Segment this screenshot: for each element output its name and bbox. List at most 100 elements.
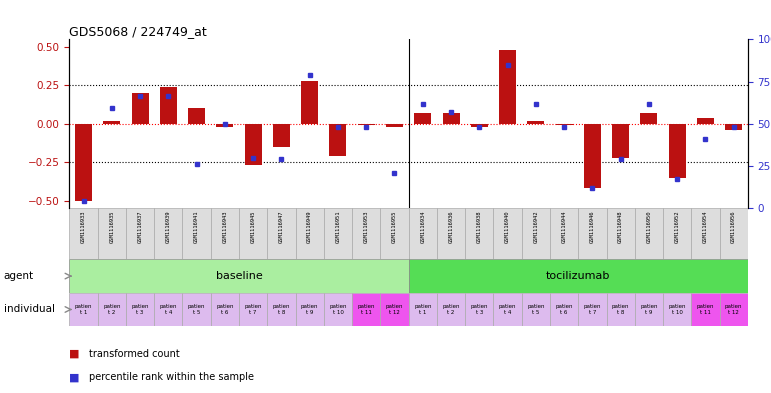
Text: GSM1116954: GSM1116954 — [703, 211, 708, 243]
Text: patien
t 2: patien t 2 — [443, 304, 460, 315]
Bar — [69, 259, 409, 293]
Text: GSM1116942: GSM1116942 — [534, 211, 538, 243]
FancyBboxPatch shape — [380, 208, 409, 259]
Bar — [273, 124, 290, 147]
Text: GSM1116935: GSM1116935 — [109, 211, 114, 243]
Text: patien
t 6: patien t 6 — [555, 304, 573, 315]
FancyBboxPatch shape — [295, 208, 324, 259]
FancyBboxPatch shape — [210, 208, 239, 259]
Bar — [386, 124, 403, 127]
Bar — [329, 124, 346, 156]
Text: patien
t 7: patien t 7 — [244, 304, 262, 315]
Text: GSM1116944: GSM1116944 — [561, 211, 567, 243]
Bar — [471, 124, 488, 127]
Bar — [726, 124, 742, 130]
Text: patien
t 12: patien t 12 — [386, 304, 403, 315]
Text: patien
t 2: patien t 2 — [103, 304, 120, 315]
Text: GSM1116956: GSM1116956 — [731, 211, 736, 243]
Bar — [499, 50, 516, 124]
Bar — [75, 124, 92, 200]
Text: patien
t 4: patien t 4 — [160, 304, 177, 315]
Text: GSM1116948: GSM1116948 — [618, 211, 623, 243]
Bar — [578, 293, 607, 326]
Text: patien
t 3: patien t 3 — [131, 304, 149, 315]
FancyBboxPatch shape — [635, 208, 663, 259]
Text: patien
t 7: patien t 7 — [584, 304, 601, 315]
Bar — [697, 118, 714, 124]
Bar — [183, 293, 210, 326]
Bar — [493, 293, 522, 326]
Text: GSM1116952: GSM1116952 — [675, 211, 680, 243]
Bar — [663, 293, 692, 326]
Bar — [210, 293, 239, 326]
Text: GSM1116941: GSM1116941 — [194, 211, 199, 243]
Text: GSM1116949: GSM1116949 — [307, 211, 312, 243]
FancyBboxPatch shape — [239, 208, 268, 259]
Text: GSM1116938: GSM1116938 — [476, 211, 482, 243]
Bar — [556, 124, 573, 125]
Text: GSM1116940: GSM1116940 — [505, 211, 510, 243]
FancyBboxPatch shape — [578, 208, 607, 259]
Text: patien
t 11: patien t 11 — [697, 304, 714, 315]
Text: GSM1116937: GSM1116937 — [137, 211, 143, 243]
Bar — [154, 293, 183, 326]
Text: tocilizumab: tocilizumab — [546, 271, 611, 281]
Text: ■: ■ — [69, 372, 80, 382]
Text: patien
t 9: patien t 9 — [640, 304, 658, 315]
FancyBboxPatch shape — [692, 208, 719, 259]
Bar — [126, 293, 154, 326]
Text: GSM1116955: GSM1116955 — [392, 211, 397, 243]
Text: GSM1116946: GSM1116946 — [590, 211, 595, 243]
FancyBboxPatch shape — [437, 208, 465, 259]
FancyBboxPatch shape — [324, 208, 352, 259]
Bar — [358, 124, 375, 125]
Text: patien
t 3: patien t 3 — [470, 304, 488, 315]
Text: patien
t 11: patien t 11 — [358, 304, 375, 315]
Text: GSM1116947: GSM1116947 — [279, 211, 284, 243]
Bar — [465, 293, 493, 326]
Bar — [98, 293, 126, 326]
Text: GDS5068 / 224749_at: GDS5068 / 224749_at — [69, 25, 207, 38]
Bar — [409, 259, 748, 293]
Text: patien
t 12: patien t 12 — [725, 304, 742, 315]
Bar — [409, 293, 437, 326]
Bar — [437, 293, 465, 326]
Bar — [522, 293, 550, 326]
Text: GSM1116936: GSM1116936 — [449, 211, 453, 243]
FancyBboxPatch shape — [352, 208, 380, 259]
Text: patien
t 1: patien t 1 — [414, 304, 432, 315]
FancyBboxPatch shape — [126, 208, 154, 259]
Bar — [584, 124, 601, 188]
Bar — [301, 81, 318, 124]
Text: GSM1116951: GSM1116951 — [335, 211, 341, 243]
Text: individual: individual — [4, 305, 55, 314]
Text: patien
t 10: patien t 10 — [668, 304, 686, 315]
FancyBboxPatch shape — [550, 208, 578, 259]
FancyBboxPatch shape — [183, 208, 210, 259]
Text: patien
t 4: patien t 4 — [499, 304, 517, 315]
Bar — [217, 124, 234, 127]
Bar — [635, 293, 663, 326]
Text: patien
t 9: patien t 9 — [301, 304, 318, 315]
Bar — [612, 124, 629, 158]
FancyBboxPatch shape — [98, 208, 126, 259]
Bar — [607, 293, 635, 326]
Bar — [69, 293, 98, 326]
Bar — [324, 293, 352, 326]
Bar — [103, 121, 120, 124]
Text: patien
t 5: patien t 5 — [188, 304, 205, 315]
Text: patien
t 1: patien t 1 — [75, 304, 93, 315]
Text: ■: ■ — [69, 349, 80, 359]
Text: patien
t 6: patien t 6 — [216, 304, 234, 315]
Bar — [268, 293, 295, 326]
Text: GSM1116945: GSM1116945 — [251, 211, 256, 243]
Bar — [550, 293, 578, 326]
Bar — [239, 293, 268, 326]
Text: GSM1116939: GSM1116939 — [166, 211, 171, 243]
Text: GSM1116933: GSM1116933 — [81, 211, 86, 243]
FancyBboxPatch shape — [522, 208, 550, 259]
Text: GSM1116950: GSM1116950 — [646, 211, 651, 243]
Bar — [352, 293, 380, 326]
Bar — [527, 121, 544, 124]
Bar — [414, 113, 431, 124]
